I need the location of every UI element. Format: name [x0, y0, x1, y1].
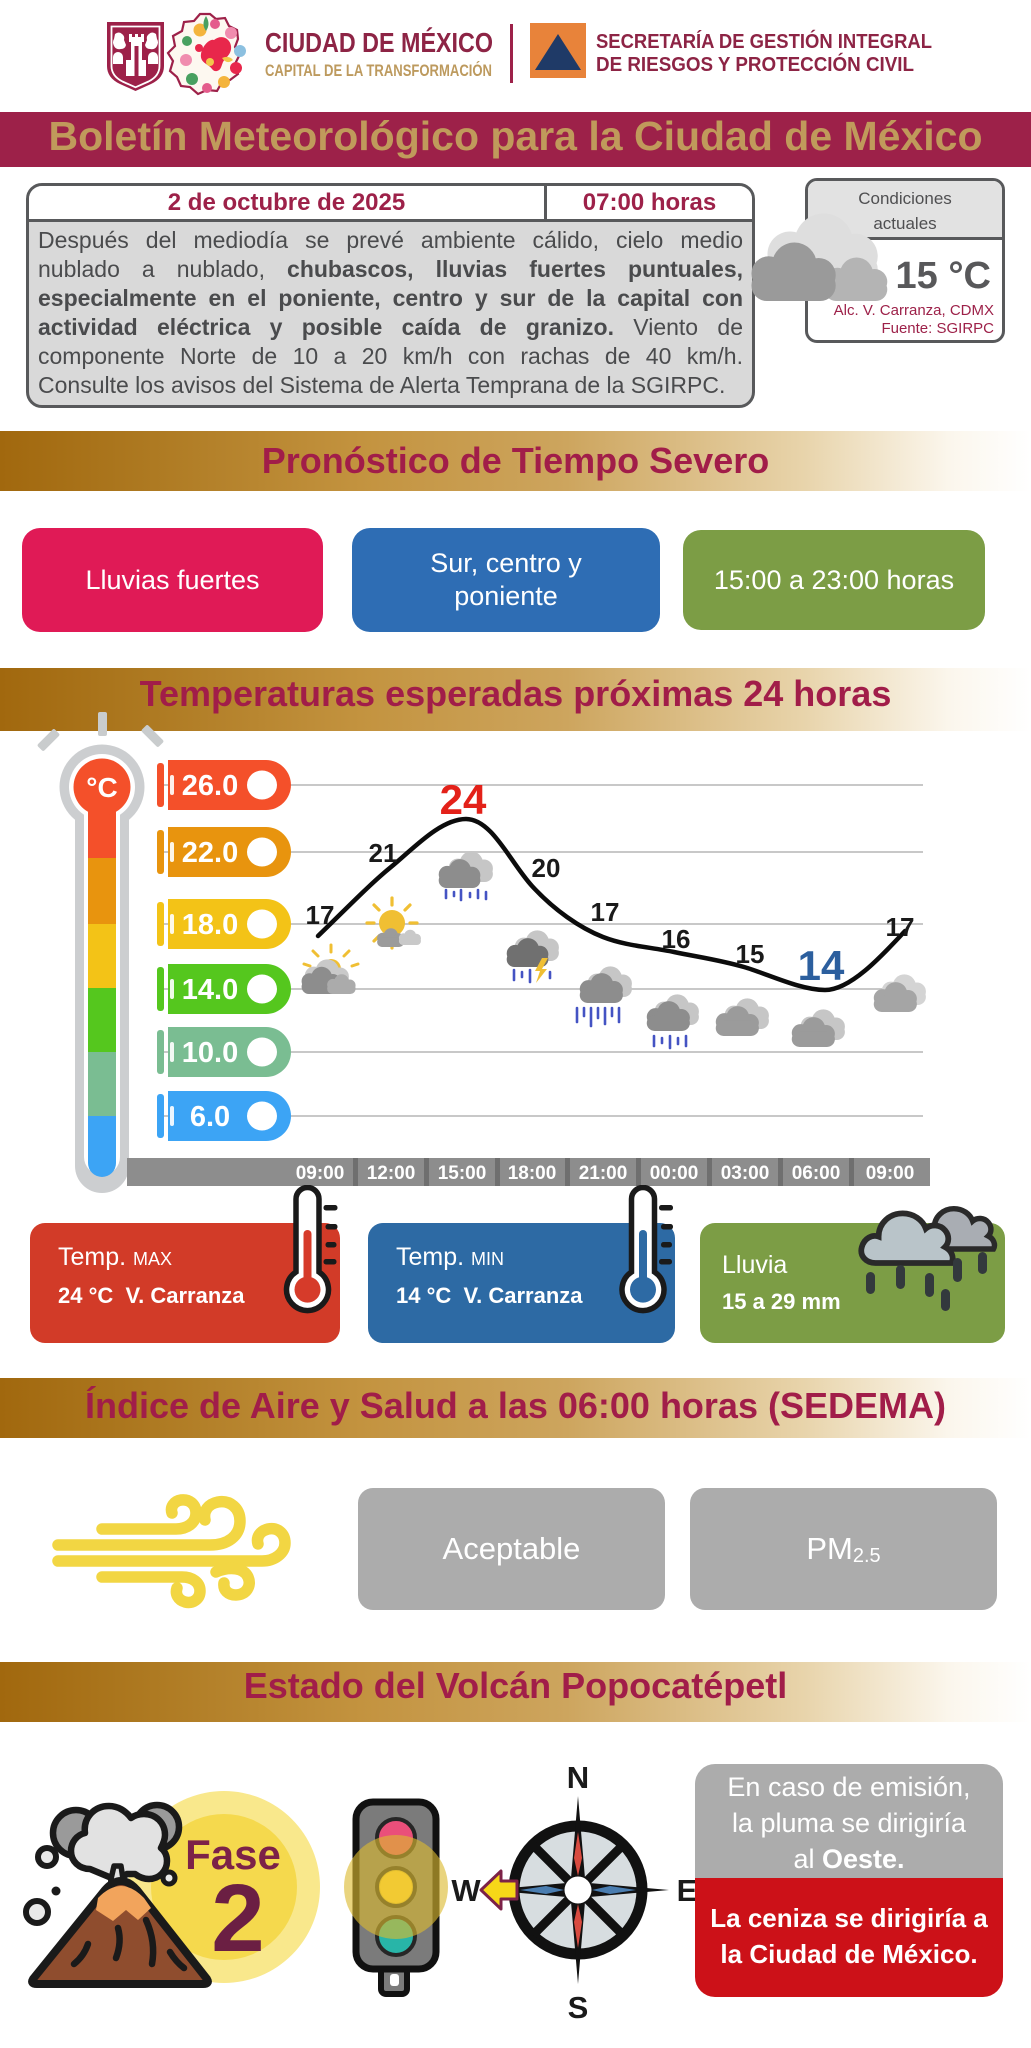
svg-text:03:00: 03:00	[721, 1163, 770, 1184]
svg-text:DE RIESGOS Y PROTECCIÓN CIVIL: DE RIESGOS Y PROTECCIÓN CIVIL	[596, 52, 914, 76]
svg-text:10.0: 10.0	[182, 1037, 238, 1069]
svg-text:16: 16	[662, 924, 691, 954]
svg-text:17: 17	[591, 897, 620, 927]
svg-text:15:00: 15:00	[438, 1163, 487, 1184]
svg-text:6.0: 6.0	[190, 1101, 230, 1133]
svg-text:S: S	[568, 1990, 589, 2025]
svg-text:CAPITAL DE LA TRANSFORMACIÓN: CAPITAL DE LA TRANSFORMACIÓN	[265, 61, 492, 80]
svg-text:21: 21	[369, 838, 398, 868]
svg-text:26.0: 26.0	[182, 770, 238, 802]
svg-text:Fase: Fase	[185, 1831, 281, 1878]
svg-text:00:00: 00:00	[650, 1163, 699, 1184]
svg-text:09:00: 09:00	[866, 1163, 915, 1184]
svg-text:24: 24	[440, 776, 487, 823]
svg-text:21:00: 21:00	[579, 1163, 628, 1184]
svg-text:12:00: 12:00	[367, 1163, 416, 1184]
svg-text:18.0: 18.0	[182, 909, 238, 941]
svg-text:2: 2	[211, 1865, 264, 1972]
svg-text:CIUDAD DE MÉXICO: CIUDAD DE MÉXICO	[265, 27, 493, 58]
svg-text:17: 17	[886, 912, 915, 942]
svg-text:20: 20	[532, 853, 561, 883]
svg-text:SECRETARÍA DE GESTIÓN INTEGRAL: SECRETARÍA DE GESTIÓN INTEGRAL	[596, 29, 932, 53]
svg-text:E: E	[677, 1873, 698, 1908]
svg-text:17: 17	[306, 900, 335, 930]
svg-text:09:00: 09:00	[296, 1163, 345, 1184]
svg-text:06:00: 06:00	[792, 1163, 841, 1184]
svg-text:15: 15	[736, 939, 765, 969]
svg-text:W: W	[451, 1873, 481, 1908]
svg-text:22.0: 22.0	[182, 837, 238, 869]
svg-text:N: N	[567, 1760, 589, 1795]
svg-text:°C: °C	[86, 772, 117, 803]
svg-text:14: 14	[798, 942, 845, 989]
svg-text:18:00: 18:00	[508, 1163, 557, 1184]
svg-text:14.0: 14.0	[182, 974, 238, 1006]
